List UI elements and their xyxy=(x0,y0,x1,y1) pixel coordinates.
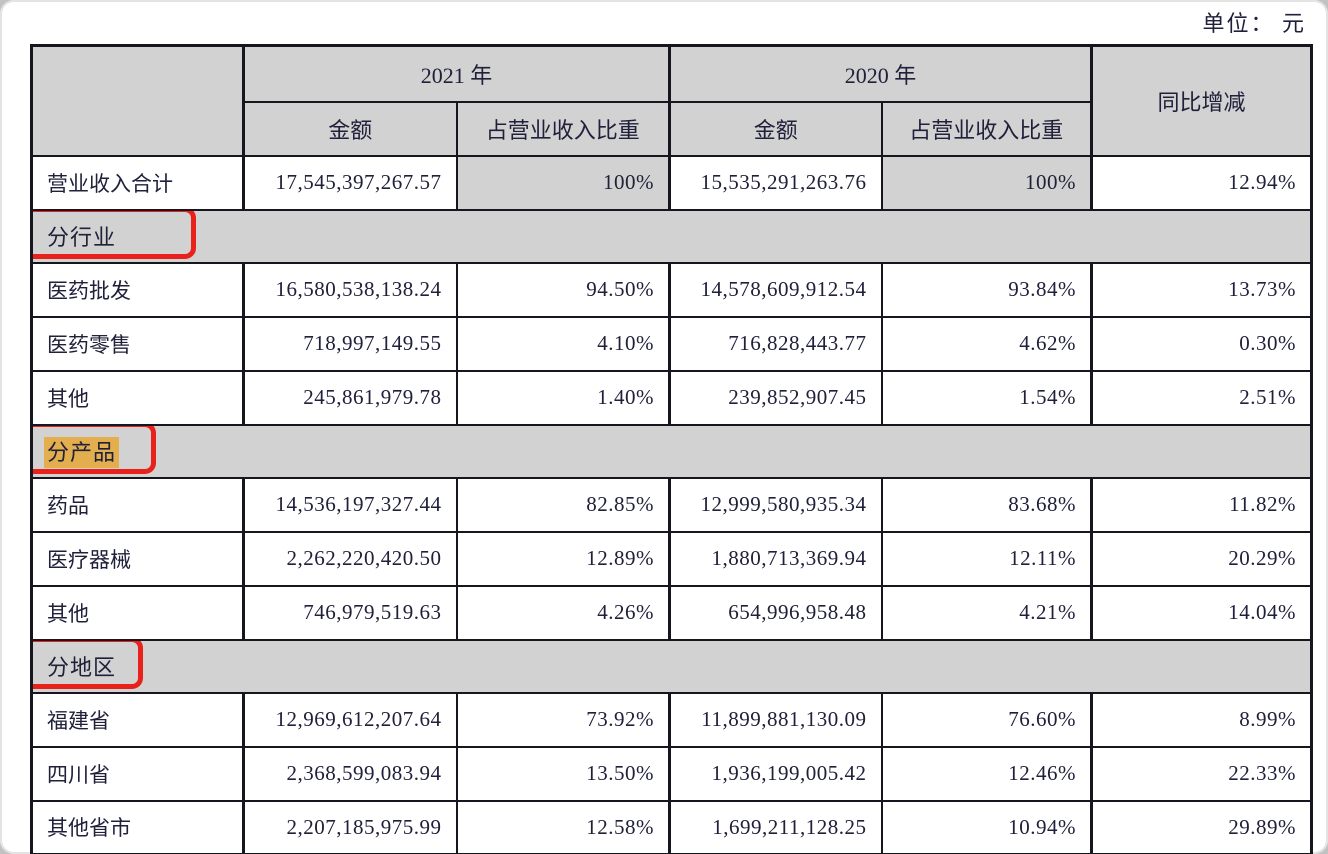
cell-share-2021: 12.89% xyxy=(455,530,671,587)
cell-yoy: 13.73% xyxy=(1090,261,1313,318)
section-row-product: 分产品 xyxy=(30,423,1313,479)
cell-yoy: 8.99% xyxy=(1090,691,1313,748)
cell-share-2021: 94.50% xyxy=(455,261,671,318)
cell-amount-2021: 16,580,538,138.24 xyxy=(242,261,458,318)
row-label: 药品 xyxy=(30,476,245,533)
col-header-2020: 2020 年 xyxy=(668,44,1093,103)
cell-amount-2021: 2,368,599,083.94 xyxy=(242,745,458,802)
cell-share-2021: 82.85% xyxy=(455,476,671,533)
cell-share-2021: 73.92% xyxy=(455,691,671,748)
header-row-metrics: 金额 占营业收入比重 金额 占营业收入比重 xyxy=(32,100,1312,157)
cell-share-2020: 10.94% xyxy=(880,799,1093,854)
row-label: 福建省 xyxy=(30,691,245,748)
cell-yoy: 14.04% xyxy=(1090,584,1313,641)
section-row-industry: 分行业 xyxy=(30,208,1313,264)
revenue-table: 2021 年 2020 年 同比增减 金额 占营业收入比重 金额 占营业收入比重… xyxy=(30,44,1314,854)
cell-yoy: 2.51% xyxy=(1090,369,1313,426)
row-label: 医疗器械 xyxy=(30,530,245,587)
cell-amount-2021: 245,861,979.78 xyxy=(242,369,458,426)
col-header-yoy: 同比增减 xyxy=(1090,44,1313,157)
col-header-share-2021: 占营业收入比重 xyxy=(455,100,671,157)
cell-share-2021: 12.58% xyxy=(455,799,671,854)
row-label: 其他省市 xyxy=(30,799,245,854)
row-label: 其他 xyxy=(30,584,245,641)
cell-total-amount-2021: 17,545,397,267.57 xyxy=(242,154,458,211)
cell-amount-2020: 14,578,609,912.54 xyxy=(668,261,883,318)
cell-share-2020: 12.46% xyxy=(880,745,1093,802)
cell-amount-2021: 718,997,149.55 xyxy=(242,315,458,372)
cell-share-2020: 4.21% xyxy=(880,584,1093,641)
table-row: 其他 746,979,519.63 4.26% 654,996,958.48 4… xyxy=(30,584,1313,641)
col-header-amount-2021: 金额 xyxy=(242,100,458,157)
table-row: 其他省市 2,207,185,975.99 12.58% 1,699,211,1… xyxy=(30,799,1313,854)
cell-share-2020: 12.11% xyxy=(880,530,1093,587)
cell-amount-2020: 239,852,907.45 xyxy=(668,369,883,426)
cell-amount-2021: 2,207,185,975.99 xyxy=(242,799,458,854)
cell-amount-2020: 12,999,580,935.34 xyxy=(668,476,883,533)
unit-label: 单位： 元 xyxy=(1202,11,1306,36)
cell-share-2021: 1.40% xyxy=(455,369,671,426)
cell-share-2021: 4.10% xyxy=(455,315,671,372)
cell-yoy: 11.82% xyxy=(1090,476,1313,533)
cell-share-2020: 83.68% xyxy=(880,476,1093,533)
cell-amount-2021: 12,969,612,207.64 xyxy=(242,691,458,748)
total-row: 营业收入合计 17,545,397,267.57 100% 15,535,291… xyxy=(30,154,1313,211)
cell-amount-2020: 1,699,211,128.25 xyxy=(668,799,883,854)
cell-share-2020: 1.54% xyxy=(880,369,1093,426)
cell-share-2020: 76.60% xyxy=(880,691,1093,748)
table-row: 其他 245,861,979.78 1.40% 239,852,907.45 1… xyxy=(30,369,1313,426)
row-label: 医药零售 xyxy=(30,315,245,372)
row-label: 其他 xyxy=(30,369,245,426)
cell-amount-2021: 2,262,220,420.50 xyxy=(242,530,458,587)
table-row: 医药批发 16,580,538,138.24 94.50% 14,578,609… xyxy=(30,261,1313,318)
cell-share-2021: 4.26% xyxy=(455,584,671,641)
cell-amount-2020: 1,936,199,005.42 xyxy=(668,745,883,802)
cell-total-yoy: 12.94% xyxy=(1090,154,1313,211)
section-label-industry: 分行业 xyxy=(47,225,117,250)
cell-amount-2021: 14,536,197,327.44 xyxy=(242,476,458,533)
table-row: 福建省 12,969,612,207.64 73.92% 11,899,881,… xyxy=(30,691,1313,748)
col-header-share-2020: 占营业收入比重 xyxy=(880,100,1093,157)
cell-total-amount-2020: 15,535,291,263.76 xyxy=(668,154,883,211)
cell-amount-2020: 11,899,881,130.09 xyxy=(668,691,883,748)
row-label: 医药批发 xyxy=(30,261,245,318)
table-row: 医疗器械 2,262,220,420.50 12.89% 1,880,713,3… xyxy=(30,530,1313,587)
table-row: 四川省 2,368,599,083.94 13.50% 1,936,199,00… xyxy=(30,745,1313,802)
cell-share-2021: 13.50% xyxy=(455,745,671,802)
header-row-years: 2021 年 2020 年 同比增减 xyxy=(30,44,1313,157)
cell-yoy: 29.89% xyxy=(1090,799,1313,854)
row-label: 四川省 xyxy=(30,745,245,802)
col-header-amount-2020: 金额 xyxy=(668,100,883,157)
cell-amount-2020: 716,828,443.77 xyxy=(668,315,883,372)
cell-amount-2020: 654,996,958.48 xyxy=(668,584,883,641)
cell-share-2020: 93.84% xyxy=(880,261,1093,318)
cell-total-share-2021: 100% xyxy=(455,154,671,211)
cell-amount-2020: 1,880,713,369.94 xyxy=(668,530,883,587)
cell-yoy: 0.30% xyxy=(1090,315,1313,372)
table-row: 医药零售 718,997,149.55 4.10% 716,828,443.77… xyxy=(30,315,1313,372)
section-row-region: 分地区 xyxy=(30,638,1313,694)
section-label-product: 分产品 xyxy=(47,440,117,465)
cell-share-2020: 4.62% xyxy=(880,315,1093,372)
col-header-2021: 2021 年 xyxy=(241,44,671,103)
table-row: 药品 14,536,197,327.44 82.85% 12,999,580,9… xyxy=(30,476,1313,533)
cell-total-share-2020: 100% xyxy=(880,154,1093,211)
cell-yoy: 20.29% xyxy=(1090,530,1313,587)
row-label-total: 营业收入合计 xyxy=(30,154,245,211)
cell-yoy: 22.33% xyxy=(1090,745,1313,802)
corner-header-cell xyxy=(30,44,245,157)
section-label-region: 分地区 xyxy=(47,655,117,680)
cell-amount-2021: 746,979,519.63 xyxy=(242,584,458,641)
